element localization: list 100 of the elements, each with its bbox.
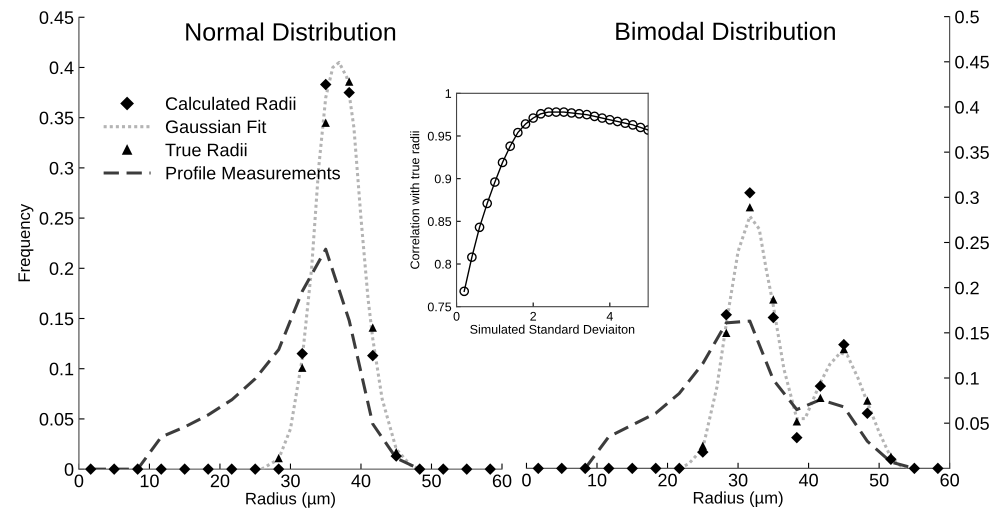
point — [544, 107, 554, 117]
y-tick-label: 0.05 — [40, 412, 74, 426]
y-tick-label: 0.45 — [40, 11, 74, 24]
x-tick-label: 0 — [74, 474, 84, 488]
y-tick-label: 0 — [64, 463, 74, 476]
point — [792, 417, 801, 426]
point — [536, 108, 546, 119]
point — [438, 463, 449, 475]
chart-title: Normal Distribution — [186, 22, 396, 41]
legend-label: True Radii — [165, 143, 246, 156]
point — [744, 187, 756, 199]
point — [556, 462, 568, 474]
y2-tick-label: 0.45 — [955, 56, 989, 69]
point — [746, 203, 754, 212]
point — [505, 141, 516, 152]
y-tick-label: 0.25 — [40, 212, 74, 225]
point — [178, 463, 190, 475]
point — [551, 107, 562, 117]
y-tick-label: 0.9 — [434, 174, 452, 184]
point — [343, 86, 355, 98]
point — [467, 252, 477, 262]
point — [862, 408, 874, 419]
x-tick-label: 40 — [798, 474, 818, 486]
point — [520, 119, 530, 129]
point — [345, 77, 354, 86]
point — [636, 122, 646, 132]
y-tick-label: 0.3 — [50, 162, 74, 175]
point — [368, 323, 377, 332]
legend-label: Calculated Radii — [166, 96, 296, 110]
y2-tick-label: 0.15 — [955, 326, 989, 340]
legend-label: Gaussian Fit — [166, 120, 266, 134]
y-tick-label: 0.85 — [428, 217, 452, 226]
x-tick-label: 60 — [940, 474, 959, 486]
point — [816, 394, 825, 402]
x-tick-label: 50 — [870, 474, 888, 486]
point — [155, 463, 167, 475]
point — [603, 462, 615, 474]
point — [132, 463, 144, 475]
y2-tick-label: 0.1 — [955, 372, 979, 385]
point — [720, 309, 732, 320]
point — [512, 128, 523, 138]
point — [863, 396, 872, 405]
point — [791, 432, 803, 444]
y-tick-label: 0.35 — [40, 112, 74, 124]
y-tick-label: 1 — [446, 89, 452, 98]
point — [484, 463, 496, 475]
point — [202, 463, 214, 475]
y-axis-title: Correlation with true radii — [410, 131, 420, 269]
point — [597, 113, 608, 123]
point — [574, 108, 584, 119]
point — [226, 463, 238, 475]
x-tick-label: 30 — [281, 474, 300, 488]
point — [474, 222, 484, 232]
y2-tick-label: 0.25 — [955, 236, 989, 250]
point — [414, 463, 426, 475]
y-tick-label: 0.4 — [50, 61, 74, 74]
y-tick-label: 0.1 — [50, 362, 74, 376]
point — [650, 462, 662, 474]
x-tick-label: 50 — [422, 474, 441, 488]
point — [320, 78, 332, 90]
y2-tick-label: 0.05 — [955, 417, 989, 430]
x-tick-label: 4 — [606, 312, 613, 321]
x-axis-title: Radius (µm) — [246, 492, 335, 508]
x-tick-label: 2 — [530, 312, 536, 321]
x-tick-label: 60 — [492, 474, 512, 488]
y2-tick-label: 0.5 — [955, 10, 979, 24]
y2-tick-label: 0.4 — [955, 100, 980, 114]
point — [582, 110, 592, 120]
x-tick-label: 10 — [588, 474, 606, 486]
point — [367, 350, 378, 362]
point — [769, 295, 778, 304]
point — [296, 348, 308, 360]
point — [461, 463, 472, 475]
point — [566, 108, 576, 118]
y-tick-label: 0.95 — [428, 132, 452, 141]
x-tick-label: 30 — [728, 474, 748, 486]
point — [249, 463, 261, 475]
point — [459, 286, 470, 296]
point — [558, 107, 569, 117]
point — [272, 463, 284, 475]
point — [626, 462, 638, 474]
point — [674, 462, 686, 474]
x-tick-label: 0 — [454, 312, 460, 321]
point — [814, 380, 826, 392]
point — [274, 454, 283, 462]
y-tick-label: 0.75 — [428, 302, 452, 312]
x-tick-label: 0 — [522, 474, 531, 486]
point — [908, 462, 920, 474]
chart-title: Bimodal Distribution — [616, 22, 835, 40]
y2-tick-label: 0.2 — [955, 282, 979, 294]
x-tick-label: 10 — [140, 474, 159, 488]
point — [298, 364, 306, 372]
point — [932, 462, 944, 474]
point — [579, 462, 591, 474]
x-axis-title: Radius (µm) — [694, 491, 783, 507]
point — [620, 118, 630, 128]
legend-label: Profile Measurements — [166, 166, 340, 180]
y2-tick-label: 0.35 — [955, 146, 989, 159]
y2-tick-label: 0.3 — [955, 191, 979, 204]
y-tick-label: 0.15 — [40, 312, 74, 326]
